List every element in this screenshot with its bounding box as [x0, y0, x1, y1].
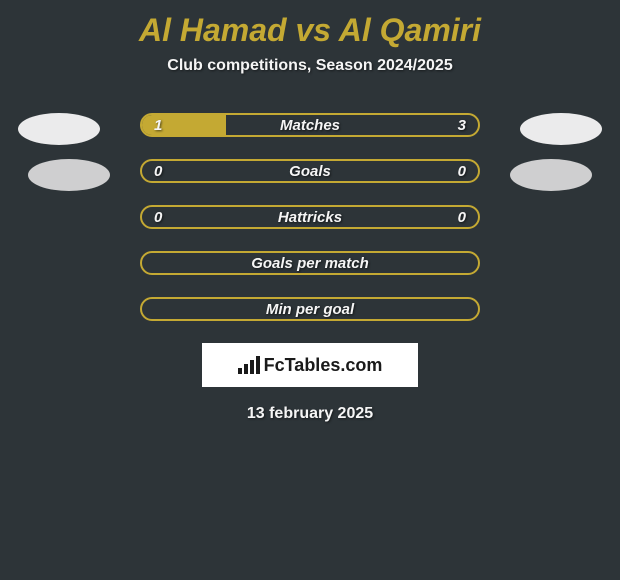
bar-row: 0 Hattricks 0 — [140, 205, 480, 229]
bar-label: Goals — [142, 161, 478, 181]
branding-text: FcTables.com — [238, 355, 383, 376]
bar-label: Hattricks — [142, 207, 478, 227]
bar-label: Goals per match — [142, 253, 478, 273]
branding-box: FcTables.com — [202, 343, 418, 387]
bar-right-value: 0 — [458, 161, 466, 181]
team-left-badge — [18, 113, 100, 145]
bar-row: Goals per match — [140, 251, 480, 275]
team-left-badge-secondary — [28, 159, 110, 191]
subtitle: Club competitions, Season 2024/2025 — [0, 57, 620, 75]
bar-chart-icon — [238, 356, 260, 374]
bar-row: Min per goal — [140, 297, 480, 321]
comparison-bars: 1 Matches 3 0 Goals 0 0 Hattricks 0 Goal… — [0, 113, 620, 321]
bar-right-value: 3 — [458, 115, 466, 135]
bar-label: Matches — [142, 115, 478, 135]
bar-row: 0 Goals 0 — [140, 159, 480, 183]
branding-label: FcTables.com — [264, 355, 383, 376]
page-title: Al Hamad vs Al Qamiri — [0, 0, 620, 49]
team-right-badge-secondary — [510, 159, 592, 191]
team-right-badge — [520, 113, 602, 145]
bar-right-value: 0 — [458, 207, 466, 227]
bar-row: 1 Matches 3 — [140, 113, 480, 137]
bar-label: Min per goal — [142, 299, 478, 319]
date: 13 february 2025 — [0, 405, 620, 423]
